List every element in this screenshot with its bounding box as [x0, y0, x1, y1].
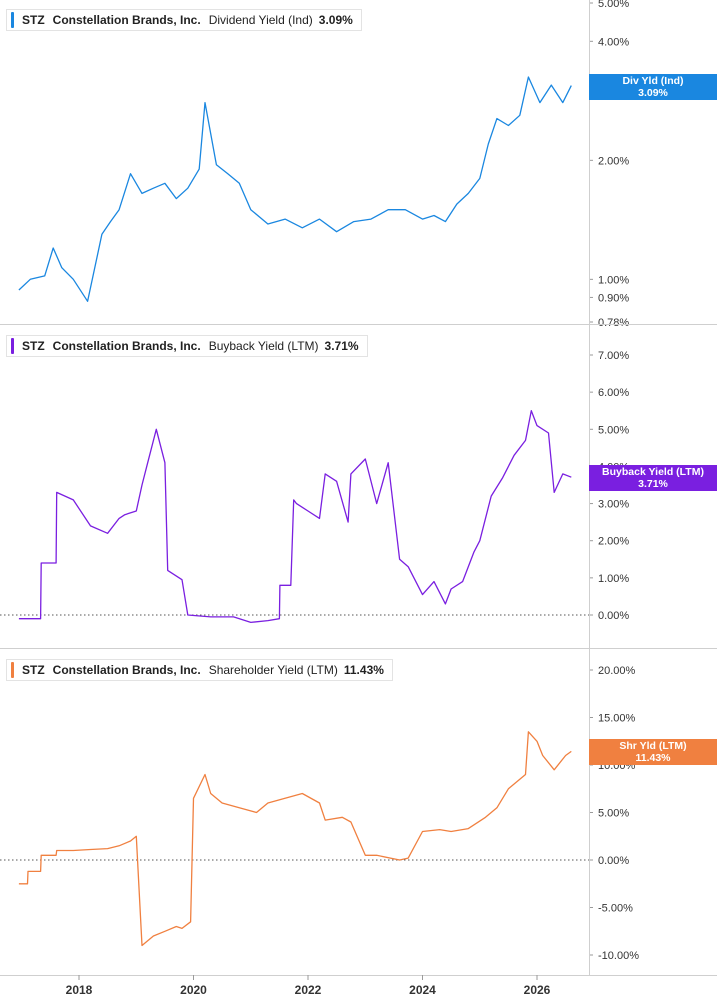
- y-tick-label: 5.00%: [598, 808, 629, 820]
- value-badge-shareholder: Shr Yld (LTM) 11.43%: [589, 739, 717, 765]
- legend-value: 11.43%: [343, 663, 384, 677]
- series-line: [18, 76, 572, 302]
- legend-color-swatch-dividend: [11, 12, 14, 28]
- x-tick-label: 2018: [66, 983, 93, 997]
- y-tick-label: -10.00%: [598, 950, 639, 962]
- y-tick-label: 5.00%: [598, 0, 629, 10]
- y-tick-label: 0.78%: [598, 317, 629, 329]
- badge-label: Buyback Yield (LTM): [602, 466, 704, 478]
- y-tick-label: 1.00%: [598, 274, 629, 286]
- legend-buyback-yield: STZ Constellation Brands, Inc. Buyback Y…: [6, 335, 368, 357]
- x-tick-label: 2022: [295, 983, 322, 997]
- y-tick-label: 4.00%: [598, 36, 629, 48]
- y-tick-label: 5.00%: [598, 424, 629, 436]
- y-tick-label: 15.00%: [598, 713, 636, 725]
- legend-value: 3.09%: [318, 13, 353, 27]
- y-tick-label: 7.00%: [598, 350, 629, 362]
- badge-value: 11.43%: [635, 752, 671, 764]
- y-tick-label: 0.90%: [598, 292, 629, 304]
- badge-label: Div Yld (Ind): [622, 75, 684, 87]
- value-badge-buyback: Buyback Yield (LTM) 3.71%: [589, 465, 717, 491]
- y-tick-label: 20.00%: [598, 665, 636, 677]
- legend-ticker: STZ: [22, 339, 45, 353]
- series-line: [18, 731, 572, 947]
- legend-value: 3.71%: [324, 339, 359, 353]
- legend-ticker: STZ: [22, 13, 45, 27]
- legend-color-swatch-shareholder: [11, 662, 14, 678]
- legend-metric: Dividend Yield (Ind): [208, 13, 313, 27]
- x-tick-label: 2020: [180, 983, 207, 997]
- y-tick-label: 6.00%: [598, 387, 629, 399]
- legend-company: Constellation Brands, Inc.: [52, 13, 201, 27]
- legend-ticker: STZ: [22, 663, 45, 677]
- badge-value: 3.71%: [638, 478, 668, 490]
- legend-shareholder-yield: STZ Constellation Brands, Inc. Sharehold…: [6, 659, 393, 681]
- y-tick-label: 2.00%: [598, 155, 629, 167]
- badge-value: 3.09%: [638, 87, 668, 99]
- series-line: [18, 410, 572, 624]
- legend-company: Constellation Brands, Inc.: [52, 663, 201, 677]
- legend-metric: Shareholder Yield (LTM): [208, 663, 338, 677]
- y-tick-label: -5.00%: [598, 903, 633, 915]
- y-tick-label: 3.00%: [598, 499, 629, 511]
- legend-dividend-yield: STZ Constellation Brands, Inc. Dividend …: [6, 9, 362, 31]
- legend-company: Constellation Brands, Inc.: [52, 339, 201, 353]
- y-tick-label: 1.00%: [598, 573, 629, 585]
- value-badge-dividend: Div Yld (Ind) 3.09%: [589, 74, 717, 100]
- x-tick-label: 2024: [409, 983, 436, 997]
- y-tick-label: 0.00%: [598, 855, 629, 867]
- y-tick-label: 2.00%: [598, 536, 629, 548]
- legend-color-swatch-buyback: [11, 338, 14, 354]
- badge-label: Shr Yld (LTM): [619, 740, 687, 752]
- legend-metric: Buyback Yield (LTM): [208, 339, 319, 353]
- x-tick-label: 2026: [524, 983, 551, 997]
- y-tick-label: 0.00%: [598, 610, 629, 622]
